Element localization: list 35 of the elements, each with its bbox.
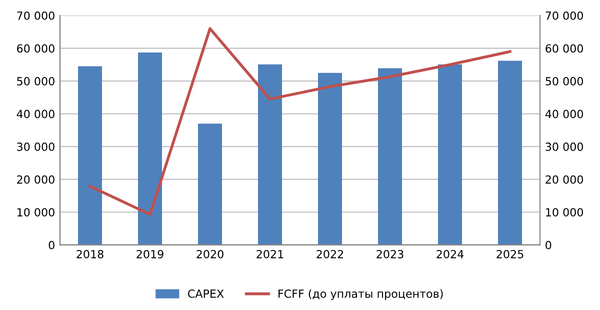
bar: [318, 72, 342, 245]
y-tick-label: 30 000: [17, 142, 54, 151]
bar: [378, 68, 402, 245]
bar: [498, 60, 522, 245]
y-tick-label: 20 000: [17, 175, 54, 184]
y2-tick-label: 20 000: [546, 175, 583, 184]
x-tick-label: 2022: [316, 250, 344, 258]
y-tick-label: 60 000: [17, 44, 54, 53]
x-tick-label: 2018: [76, 250, 104, 258]
bar: [138, 52, 162, 245]
y-tick-label: 0: [48, 240, 54, 250]
y-tick-label: 50 000: [17, 77, 54, 86]
y-tick-label: 10 000: [17, 208, 54, 217]
y-tick-label: 40 000: [16, 110, 54, 118]
y2-tick-label: 70 000: [546, 11, 583, 20]
bar: [198, 124, 222, 245]
x-tick-label: 2023: [376, 250, 404, 258]
legend-label: CAPEX: [188, 289, 224, 298]
x-tick-label: 2024: [436, 250, 464, 258]
bar: [438, 64, 462, 245]
x-tick-label: 2025: [496, 250, 524, 258]
legend-label: FCFF (до уплаты процентов): [278, 289, 443, 300]
bar: [78, 66, 102, 245]
x-tick-label: 2019: [136, 250, 164, 258]
x-tick-label: 2020: [196, 250, 224, 258]
y2-tick-label: 0: [546, 240, 552, 250]
bar: [258, 64, 282, 245]
x-tick-label: 2021: [256, 250, 284, 258]
y2-tick-label: 60 000: [546, 44, 583, 53]
y2-tick-label: 50 000: [546, 77, 583, 86]
y2-tick-label: 30 000: [546, 142, 583, 151]
y2-tick-label: 10 000: [546, 208, 583, 217]
line-series: [88, 27, 512, 216]
y2-tick-label: 40 000: [545, 110, 583, 118]
y-tick-label: 70 000: [17, 11, 54, 20]
